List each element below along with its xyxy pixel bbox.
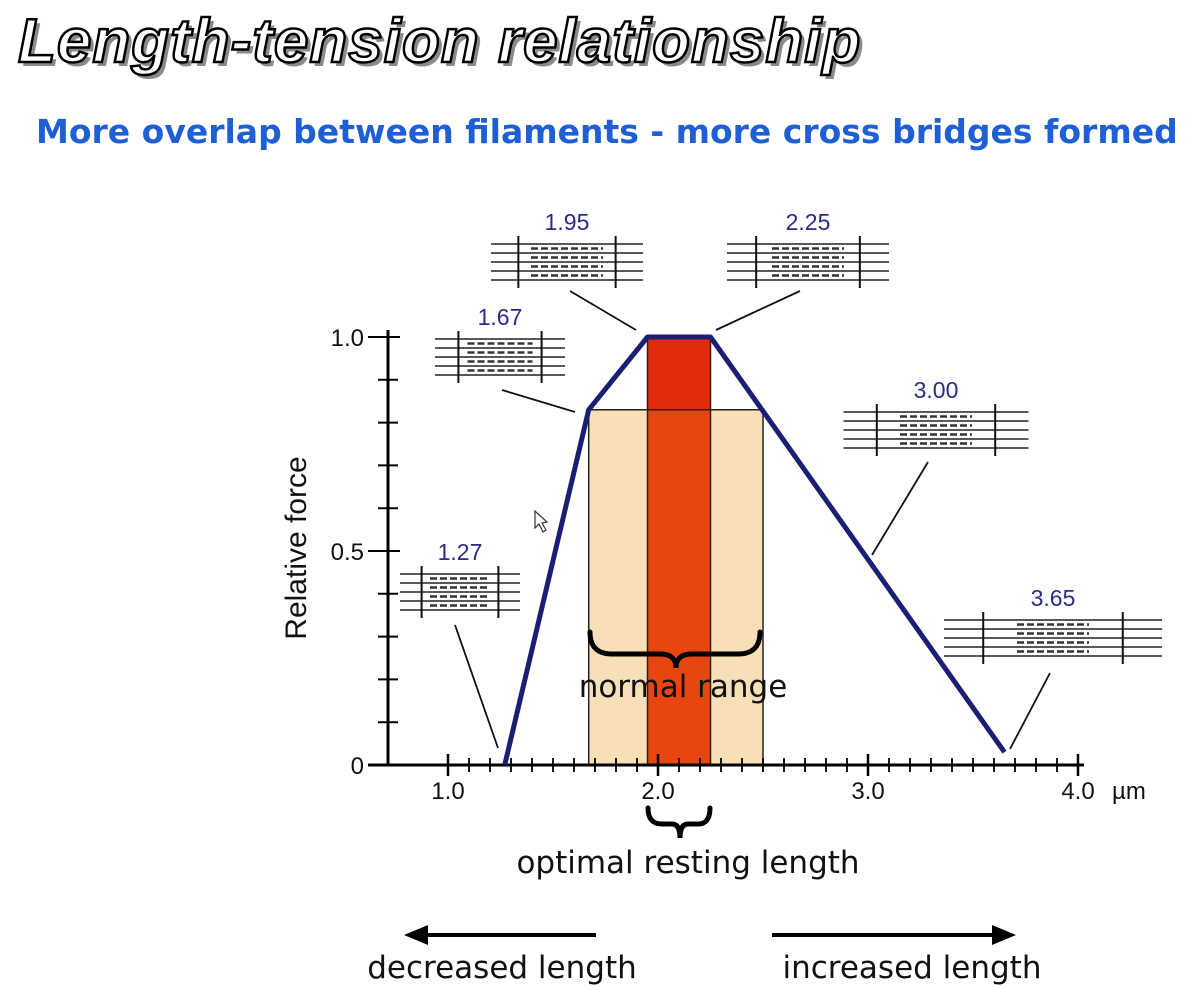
annotations: normal range optimal resting length decr… [367, 509, 1042, 986]
x-tick-label: 4.0 [1061, 778, 1094, 805]
force-curve [502, 334, 1007, 766]
leader-line [569, 290, 637, 331]
x-unit-label: µm [1112, 778, 1146, 805]
leader-line [454, 624, 499, 749]
sarcomere-diagram: 2.25 [715, 209, 889, 331]
sarcomere-diagram: 1.27 [400, 539, 520, 749]
sarcomere-length-label: 1.27 [438, 539, 483, 565]
x-tick-label: 1.0 [431, 778, 464, 805]
sarcomere-length-label: 2.25 [786, 209, 831, 235]
slide-subtitle: More overlap between filaments - more cr… [36, 112, 1178, 151]
shaded-regions [587, 336, 764, 766]
plateau-band [646, 336, 712, 411]
leader-line [1009, 672, 1051, 750]
y-tick-label: 0.5 [331, 539, 364, 566]
sarcomere-length-label: 3.00 [914, 377, 959, 403]
y-tick-label: 1.0 [331, 325, 364, 352]
sarcomere-length-label: 1.67 [478, 304, 523, 330]
mouse-cursor-icon [534, 509, 549, 533]
optimal-length-brace [645, 805, 713, 839]
increased-length-label: increased length [782, 950, 1041, 986]
sarcomere-length-label: 3.65 [1031, 585, 1076, 611]
sarcomere-diagram: 3.00 [843, 377, 1029, 556]
sarcomere-diagram: 3.65 [944, 585, 1162, 750]
slide-title: Length-tension relationship [17, 6, 862, 78]
sarcomere-length-label: 1.95 [545, 209, 590, 235]
leader-line [501, 389, 576, 413]
sarcomere-diagram: 1.67 [435, 304, 576, 413]
x-tick-label: 3.0 [851, 778, 884, 805]
decreased-arrow-head [404, 925, 428, 945]
normal-range-label: normal range [579, 669, 788, 705]
optimal-length-band [646, 409, 712, 766]
y-axis-label: Relative force [280, 456, 313, 639]
increased-arrow-head [992, 925, 1016, 945]
axes: 0 0.5 1.0 1.0 2.0 3.0 4.0 µm Relative force [280, 325, 1146, 805]
leader-line [871, 461, 929, 556]
decreased-length-label: decreased length [367, 950, 637, 986]
optimal-resting-length-label: optimal resting length [516, 845, 859, 881]
leader-line [715, 290, 801, 331]
sarcomere-diagrams: 1.27 1.67 1.95 2.25 3.00 3.65 [400, 209, 1162, 750]
force-curve-line [502, 334, 1007, 766]
x-tick-label: 2.0 [641, 778, 674, 805]
normal-range-brace [587, 629, 763, 669]
y-tick-label: 0 [351, 753, 364, 780]
sarcomere-diagram: 1.95 [491, 209, 643, 331]
